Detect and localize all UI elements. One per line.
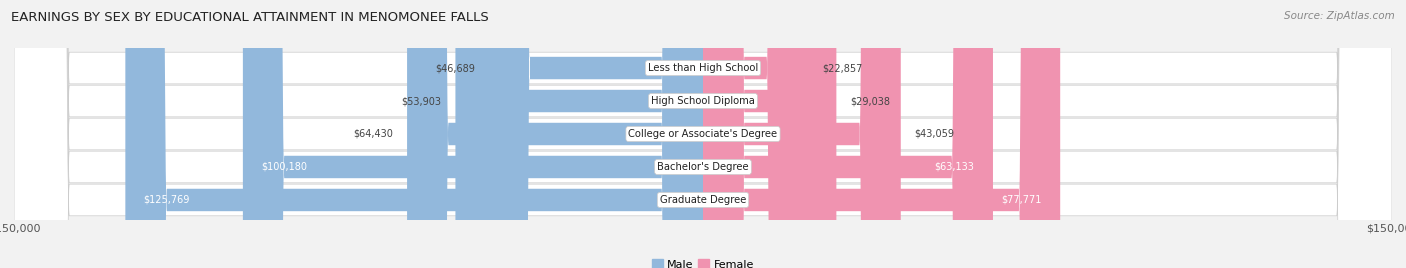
FancyBboxPatch shape [703, 0, 901, 268]
Text: $125,769: $125,769 [143, 195, 190, 205]
FancyBboxPatch shape [14, 0, 1392, 268]
Legend: Male, Female: Male, Female [647, 255, 759, 268]
FancyBboxPatch shape [125, 0, 703, 268]
Text: Bachelor's Degree: Bachelor's Degree [657, 162, 749, 172]
Text: $22,857: $22,857 [821, 63, 862, 73]
Text: College or Associate's Degree: College or Associate's Degree [628, 129, 778, 139]
Text: Less than High School: Less than High School [648, 63, 758, 73]
Text: $100,180: $100,180 [262, 162, 308, 172]
Text: EARNINGS BY SEX BY EDUCATIONAL ATTAINMENT IN MENOMONEE FALLS: EARNINGS BY SEX BY EDUCATIONAL ATTAINMEN… [11, 11, 489, 24]
FancyBboxPatch shape [408, 0, 703, 268]
FancyBboxPatch shape [703, 0, 1060, 268]
FancyBboxPatch shape [14, 0, 1392, 268]
Text: $46,689: $46,689 [434, 63, 475, 73]
FancyBboxPatch shape [14, 0, 1392, 268]
Text: $29,038: $29,038 [851, 96, 890, 106]
FancyBboxPatch shape [14, 0, 1392, 268]
FancyBboxPatch shape [703, 0, 837, 268]
Text: $77,771: $77,771 [1001, 195, 1042, 205]
FancyBboxPatch shape [456, 0, 703, 268]
FancyBboxPatch shape [243, 0, 703, 268]
Text: Source: ZipAtlas.com: Source: ZipAtlas.com [1284, 11, 1395, 21]
FancyBboxPatch shape [14, 0, 1392, 268]
Text: $43,059: $43,059 [914, 129, 955, 139]
FancyBboxPatch shape [703, 0, 993, 268]
Text: $64,430: $64,430 [353, 129, 394, 139]
Text: $53,903: $53,903 [402, 96, 441, 106]
Text: $63,133: $63,133 [935, 162, 974, 172]
FancyBboxPatch shape [488, 0, 703, 268]
Text: Graduate Degree: Graduate Degree [659, 195, 747, 205]
Text: High School Diploma: High School Diploma [651, 96, 755, 106]
FancyBboxPatch shape [703, 0, 808, 268]
